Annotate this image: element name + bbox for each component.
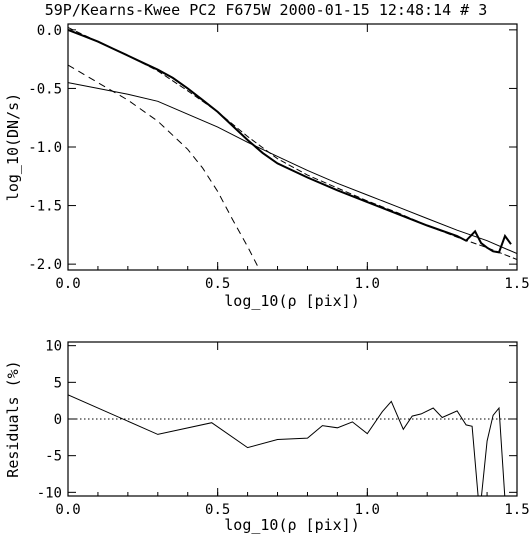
profile-series-line-3 <box>68 64 261 270</box>
profile-x-axis-label: log_10(ρ [pix]) <box>224 292 359 310</box>
residuals-y-axis-label: Residuals (%) <box>4 360 22 477</box>
profile-series-line-1 <box>68 27 517 260</box>
residuals-panel: log_10(ρ [pix]) Residuals (%) 0.0 0.5 1.0 1… <box>4 339 530 534</box>
profile-y-tick-label: -1.5 <box>28 199 62 215</box>
profile-y-axis-label: log_10(DN/s) <box>4 93 22 201</box>
profile-y-tick-label: -2.0 <box>28 257 62 273</box>
residuals-x-tick-label: 0.5 <box>205 502 230 518</box>
residuals-x-tick-label: 1.0 <box>355 502 380 518</box>
residuals-y-tick-label: -10 <box>37 485 62 501</box>
residuals-x-axis-label: log_10(ρ [pix]) <box>224 516 359 534</box>
residuals-series-line-0 <box>68 394 506 496</box>
chart-title: 59P/Kearns-Kwee PC2 F675W 2000-01-15 12:… <box>45 1 488 19</box>
profile-y-tick-label: 0.0 <box>37 23 62 39</box>
residuals-y-tick-label: 10 <box>45 339 62 355</box>
profile-x-tick-label: 0.0 <box>55 276 80 292</box>
profile-y-tick-label: -0.5 <box>28 81 62 97</box>
profile-series-line-0 <box>68 28 512 254</box>
residuals-x-tick-label: 1.5 <box>504 502 529 518</box>
profile-x-tick-label: 1.5 <box>504 276 529 292</box>
profile-y-tick-label: -1.0 <box>28 140 62 156</box>
profile-x-tick-label: 1.0 <box>355 276 380 292</box>
residuals-y-tick-label: 0 <box>54 412 62 428</box>
residuals-y-tick-label: -5 <box>45 449 62 465</box>
profile-x-tick-label: 0.5 <box>205 276 230 292</box>
profile-series-line-2 <box>68 82 517 255</box>
residuals-x-tick-label: 0.0 <box>55 502 80 518</box>
profile-panel: log_10(ρ [pix]) log_10(DN/s) 0.0 0.5 1.0 1.… <box>4 23 530 310</box>
residuals-y-tick-label: 5 <box>54 375 62 391</box>
